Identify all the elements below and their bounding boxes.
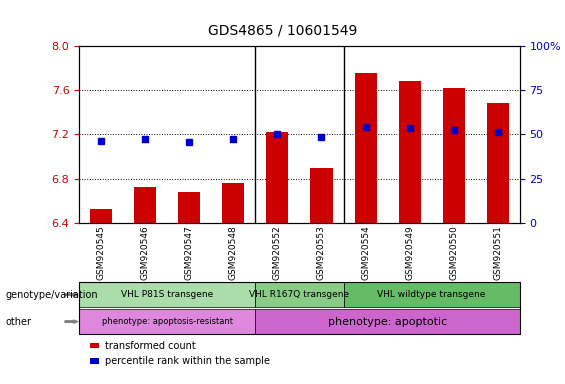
Text: VHL P81S transgene: VHL P81S transgene: [121, 290, 214, 299]
Bar: [90, 210, 112, 223]
Text: VHL R167Q transgene: VHL R167Q transgene: [249, 290, 350, 299]
Text: transformed count: transformed count: [105, 341, 195, 351]
Bar: [443, 88, 465, 223]
Bar: [223, 183, 245, 223]
Text: other: other: [6, 316, 32, 327]
Bar: [311, 167, 333, 223]
Text: VHL wildtype transgene: VHL wildtype transgene: [377, 290, 486, 299]
Bar: [267, 132, 289, 223]
Text: genotype/variation: genotype/variation: [6, 290, 98, 300]
Bar: [134, 187, 156, 223]
Text: phenotype: apoptotic: phenotype: apoptotic: [328, 316, 447, 327]
Bar: [179, 192, 201, 223]
Text: percentile rank within the sample: percentile rank within the sample: [105, 356, 270, 366]
Bar: [399, 81, 421, 223]
Bar: [487, 103, 509, 223]
Text: GDS4865 / 10601549: GDS4865 / 10601549: [208, 23, 357, 37]
Bar: [355, 73, 377, 223]
Text: phenotype: apoptosis-resistant: phenotype: apoptosis-resistant: [102, 317, 233, 326]
